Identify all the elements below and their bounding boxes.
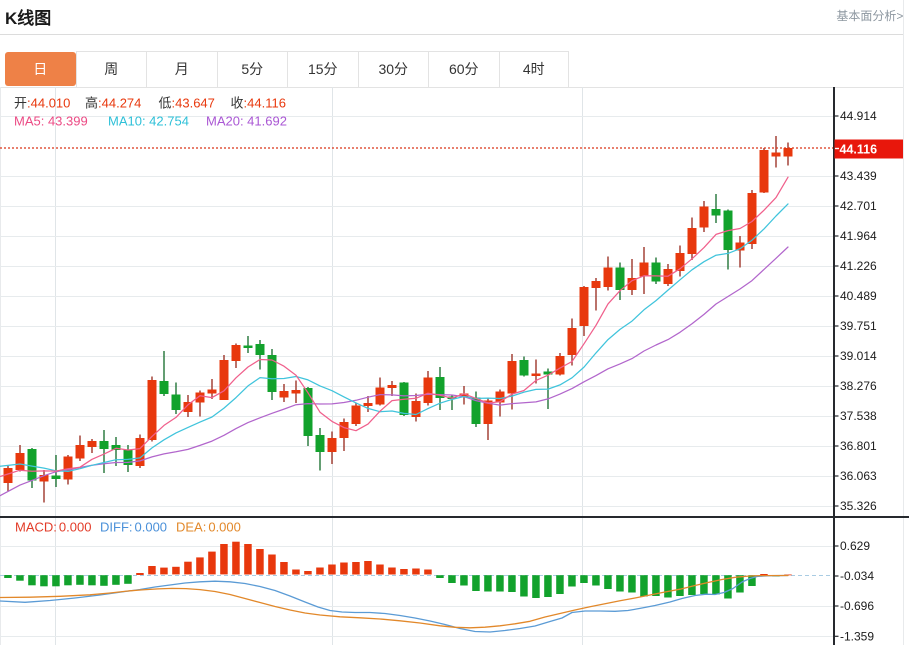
svg-text:39.751: 39.751: [840, 319, 877, 333]
svg-text:-0.034: -0.034: [840, 569, 874, 583]
svg-text:38.276: 38.276: [840, 379, 877, 393]
svg-text:-0.696: -0.696: [840, 599, 874, 613]
svg-text:42.701: 42.701: [840, 199, 877, 213]
svg-text:40.489: 40.489: [840, 289, 877, 303]
svg-text:36.801: 36.801: [840, 439, 877, 453]
svg-text:44.914: 44.914: [840, 109, 877, 123]
svg-text:44.116: 44.116: [840, 143, 878, 157]
svg-text:37.538: 37.538: [840, 409, 877, 423]
svg-text:0.629: 0.629: [840, 539, 870, 553]
svg-text:36.063: 36.063: [840, 469, 877, 483]
svg-text:43.439: 43.439: [840, 169, 877, 183]
svg-text:41.226: 41.226: [840, 259, 877, 273]
svg-text:39.014: 39.014: [840, 349, 877, 363]
svg-text:35.326: 35.326: [840, 499, 877, 513]
svg-text:-1.359: -1.359: [840, 629, 874, 643]
svg-text:41.964: 41.964: [840, 229, 877, 243]
